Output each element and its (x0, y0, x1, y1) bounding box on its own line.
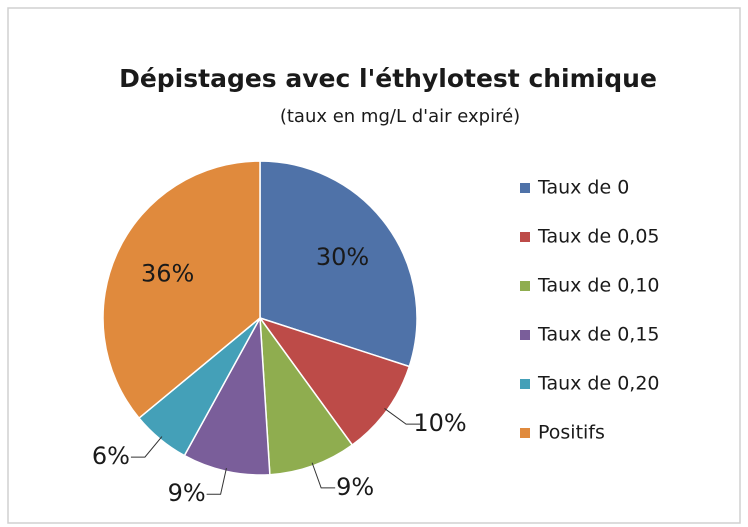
data-label: 6% (92, 442, 130, 470)
legend-label: Taux de 0,15 (537, 324, 660, 346)
chart-title: Dépistages avec l'éthylotest chimique (119, 64, 657, 93)
pie-slice (102, 160, 261, 420)
legend-label: Positifs (538, 422, 605, 444)
legend-label: Taux de 0,10 (537, 275, 660, 297)
leader-line (206, 468, 227, 495)
legend-label: Taux de 0 (537, 177, 629, 199)
data-label: 30% (316, 243, 369, 271)
legend-swatch (520, 232, 530, 242)
legend-swatch (520, 379, 530, 389)
chart-subtitle: (taux en mg/L d'air expiré) (280, 106, 520, 127)
leader-line (130, 436, 163, 458)
legend-label: Taux de 0,20 (537, 373, 660, 395)
data-label: 10% (413, 409, 466, 437)
data-label: 36% (141, 260, 194, 288)
data-label: 9% (168, 479, 206, 507)
legend-label: Taux de 0,05 (537, 226, 660, 248)
legend-swatch (520, 330, 530, 340)
pie-slice (259, 160, 418, 368)
legend-swatch (520, 281, 530, 291)
leader-line (384, 408, 421, 425)
data-label: 9% (336, 473, 374, 501)
leader-line (311, 462, 336, 489)
legend-swatch (520, 183, 530, 193)
legend-swatch (520, 428, 530, 438)
